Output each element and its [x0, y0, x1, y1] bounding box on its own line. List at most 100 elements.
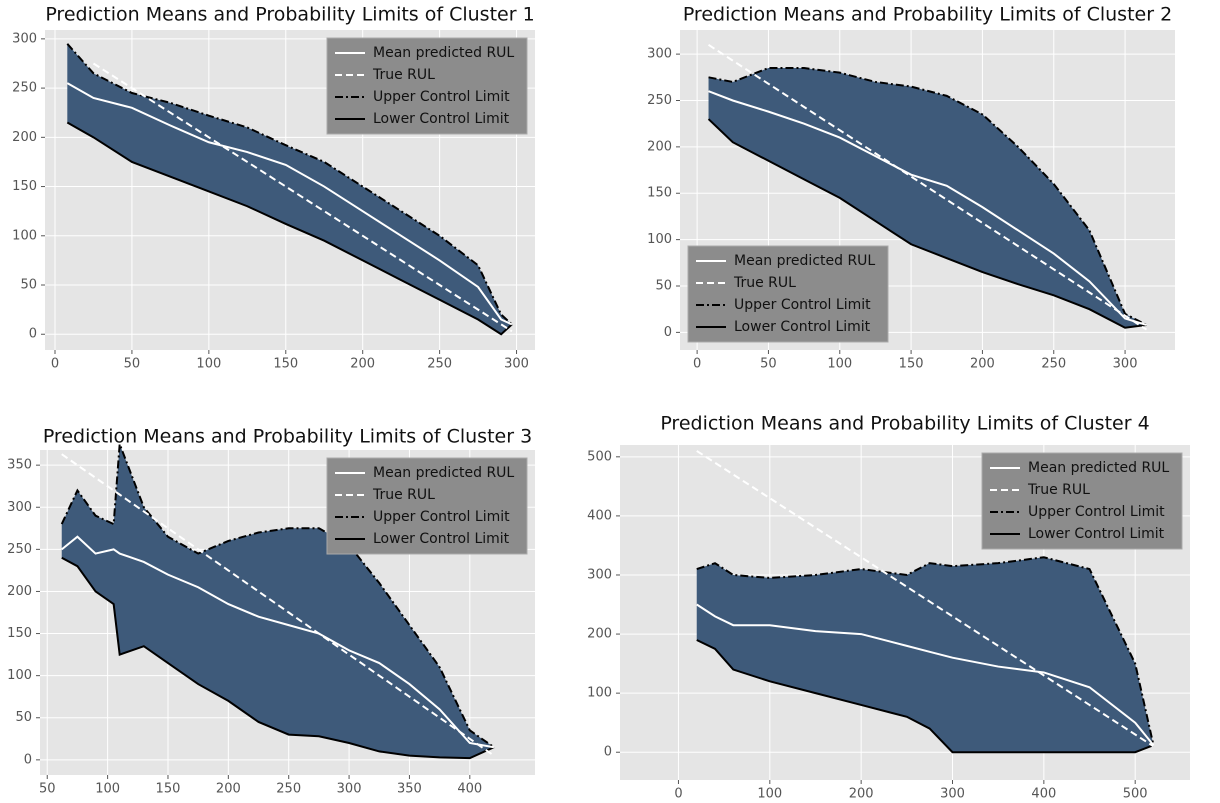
x-tick-label: 200	[970, 357, 995, 372]
series-line	[66, 43, 513, 326]
y-tick-label: 0	[24, 752, 32, 767]
y-tick-label: 150	[7, 626, 32, 641]
legend-label: Lower Control Limit	[373, 111, 510, 127]
chart-title: Prediction Means and Probability Limits …	[45, 4, 534, 26]
y-tick-label: 100	[647, 232, 672, 247]
x-tick-label: 150	[273, 357, 298, 372]
x-tick-label: 0	[51, 357, 59, 372]
x-tick-label: 100	[827, 357, 852, 372]
x-tick-label: 500	[1123, 787, 1148, 802]
x-tick-label: 300	[940, 787, 965, 802]
legend-label: Lower Control Limit	[1028, 526, 1165, 542]
x-tick-label: 150	[899, 357, 924, 372]
legend: Mean predicted RUL True RUL Upper Control …	[326, 457, 528, 555]
legend-label: Mean predicted RUL	[373, 45, 514, 61]
y-tick-label: 400	[587, 508, 612, 523]
limit-band	[696, 557, 1154, 753]
x-tick-label: 50	[760, 357, 777, 372]
chart-title: Prediction Means and Probability Limits …	[660, 413, 1149, 435]
y-tick-label: 250	[7, 542, 32, 557]
y-tick-label: 50	[655, 279, 672, 294]
series-line	[696, 603, 1155, 746]
x-tick-label: 400	[1031, 787, 1056, 802]
x-tick-label: 300	[504, 357, 529, 372]
limit-band	[61, 444, 494, 759]
legend: Mean predicted RUL True RUL Upper Control …	[326, 37, 528, 135]
x-tick-label: 150	[156, 782, 181, 797]
series-line	[66, 121, 513, 336]
x-tick-label: 200	[216, 782, 241, 797]
limit-band	[708, 68, 1147, 328]
legend-label: Mean predicted RUL	[1028, 460, 1169, 476]
x-tick-label: 250	[276, 782, 301, 797]
x-tick-label: 300	[1113, 357, 1138, 372]
subplot: Prediction Means and Probability Limits …	[647, 4, 1175, 372]
series-line	[66, 82, 513, 326]
series-line	[696, 450, 1155, 748]
series-line	[707, 118, 1147, 329]
x-tick-label: 50	[39, 782, 56, 797]
legend-label: Lower Control Limit	[734, 319, 871, 335]
y-tick-label: 200	[587, 627, 612, 642]
y-tick-label: 150	[12, 179, 37, 194]
series-line	[696, 639, 1154, 754]
x-tick-label: 250	[427, 357, 452, 372]
chart-title: Prediction Means and Probability Limits …	[683, 4, 1172, 26]
series-line	[61, 556, 495, 760]
y-tick-label: 100	[7, 668, 32, 683]
y-tick-label: 200	[7, 584, 32, 599]
y-tick-label: 300	[12, 31, 37, 46]
chart-title: Prediction Means and Probability Limits …	[43, 426, 532, 448]
x-tick-label: 100	[196, 357, 221, 372]
y-tick-label: 150	[647, 186, 672, 201]
y-tick-label: 0	[664, 325, 672, 340]
y-tick-label: 50	[15, 710, 32, 725]
x-tick-label: 400	[457, 782, 482, 797]
series-line	[61, 453, 495, 757]
legend-label: True RUL	[1027, 482, 1090, 498]
x-tick-label: 300	[337, 782, 362, 797]
legend: Mean predicted RUL True RUL Upper Control …	[981, 452, 1183, 550]
x-tick-label: 50	[124, 357, 141, 372]
series-line	[708, 67, 1147, 326]
legend-label: Mean predicted RUL	[734, 253, 875, 269]
series-line	[696, 556, 1155, 746]
y-tick-label: 50	[20, 278, 37, 293]
subplot: Prediction Means and Probability Limits …	[587, 413, 1190, 802]
legend-label: True RUL	[372, 67, 435, 83]
y-tick-label: 250	[12, 81, 37, 96]
y-tick-label: 500	[587, 449, 612, 464]
x-tick-label: 250	[1041, 357, 1066, 372]
y-tick-label: 0	[604, 745, 612, 760]
x-tick-label: 200	[350, 357, 375, 372]
x-tick-label: 200	[849, 787, 874, 802]
subplot: Prediction Means and Probability Limits …	[12, 4, 535, 372]
x-tick-label: 100	[95, 782, 120, 797]
legend-label: Upper Control Limit	[734, 297, 871, 313]
y-tick-label: 300	[587, 567, 612, 582]
legend-label: True RUL	[372, 487, 435, 503]
legend: Mean predicted RUL True RUL Upper Control …	[687, 245, 889, 343]
y-tick-label: 200	[647, 139, 672, 154]
y-tick-label: 0	[29, 327, 37, 342]
y-tick-label: 100	[12, 228, 37, 243]
subplot: Prediction Means and Probability Limits …	[7, 426, 535, 797]
legend-label: Upper Control Limit	[1028, 504, 1165, 520]
series-line	[60, 443, 495, 749]
x-tick-label: 0	[693, 357, 701, 372]
legend-label: Upper Control Limit	[373, 89, 510, 105]
y-tick-label: 300	[7, 500, 32, 515]
y-tick-label: 350	[7, 458, 32, 473]
legend-label: True RUL	[733, 275, 796, 291]
series-line	[708, 90, 1147, 326]
legend-label: Lower Control Limit	[373, 531, 510, 547]
legend-label: Mean predicted RUL	[373, 465, 514, 481]
y-tick-label: 100	[587, 686, 612, 701]
x-tick-label: 350	[397, 782, 422, 797]
y-tick-label: 300	[647, 47, 672, 62]
series-line	[61, 535, 495, 749]
series-line	[707, 44, 1148, 331]
y-tick-label: 200	[12, 130, 37, 145]
x-tick-label: 0	[674, 787, 682, 802]
